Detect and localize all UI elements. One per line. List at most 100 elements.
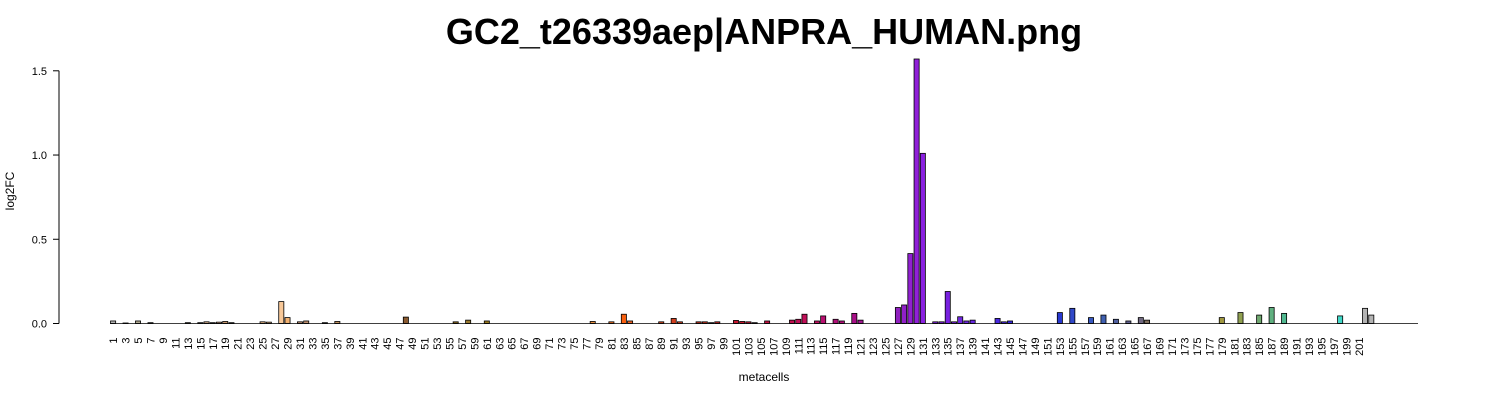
x-tick-label: 51: [420, 338, 432, 350]
bar-155: [1069, 307, 1076, 324]
x-tick-label: 75: [569, 338, 581, 350]
x-tick-label: 47: [395, 338, 407, 350]
y-tick-label: 1.0: [32, 150, 47, 162]
x-tick-label: 141: [980, 338, 992, 356]
x-tick-label: 111: [793, 338, 805, 355]
x-tick-label: 157: [1080, 338, 1092, 356]
y-tick-label: 0.5: [32, 234, 47, 246]
x-tick-label: 67: [519, 338, 531, 350]
x-tick-label: 175: [1192, 338, 1204, 356]
x-tick-label: 11: [170, 338, 182, 349]
bar-129: [907, 253, 914, 324]
bar-101: [733, 320, 739, 324]
bar-137: [957, 316, 964, 324]
x-tick-label: 61: [482, 338, 494, 350]
bars: [110, 58, 1418, 324]
x-tick-label: 151: [1042, 338, 1054, 356]
bar-189: [1281, 312, 1288, 324]
x-tick-label: 37: [332, 338, 344, 350]
x-axis-label: metacells: [739, 370, 790, 384]
x-tick-label: 101: [731, 338, 743, 356]
x-tick-label: 131: [918, 338, 930, 356]
x-tick-label: 191: [1292, 338, 1304, 356]
x-tick-label: 127: [893, 338, 905, 356]
x-tick-label: 169: [1155, 338, 1167, 356]
x-tick-label: 25: [258, 338, 270, 350]
bar-153: [1056, 312, 1063, 324]
x-tick-label: 3: [121, 338, 133, 344]
x-tick-label: 121: [856, 338, 868, 356]
bar-160: [1100, 314, 1107, 324]
y-axis-label: log2FC: [3, 171, 17, 210]
x-tick-label: 177: [1204, 338, 1216, 356]
x-tick-label: 167: [1142, 338, 1154, 356]
x-tick-label: 129: [905, 338, 917, 356]
x-tick-label: 49: [407, 338, 419, 350]
x-tick-label: 133: [930, 338, 942, 356]
chart-title: GC2_t26339aep|ANPRA_HUMAN.png: [446, 11, 1082, 53]
bar-127: [894, 307, 901, 324]
x-tick-label: 145: [1005, 338, 1017, 356]
x-tick-label: 113: [806, 338, 818, 356]
x-tick-label: 197: [1329, 338, 1341, 356]
x-tick-label: 53: [432, 338, 444, 350]
x-tick-label: 147: [1017, 338, 1029, 356]
x-tick-label: 99: [719, 338, 731, 350]
x-tick-label: 185: [1254, 338, 1266, 356]
x-tick-label: 97: [706, 338, 718, 350]
x-tick-label: 109: [781, 338, 793, 356]
x-tick-label: 171: [1167, 338, 1179, 356]
bar-198: [1337, 315, 1344, 324]
bar-179: [1218, 317, 1225, 324]
bar-185: [1256, 314, 1263, 324]
x-tick-label: 15: [195, 338, 207, 350]
x-tick-label: 135: [943, 338, 955, 356]
x-tick-label: 163: [1117, 338, 1129, 356]
x-tick-label: 35: [320, 338, 332, 350]
x-tick-label: 187: [1267, 338, 1279, 356]
x-tick-label: 201: [1354, 338, 1366, 356]
x-tick-label: 161: [1105, 338, 1117, 356]
x-tick-label: 19: [220, 338, 232, 350]
x-tick-label: 43: [370, 338, 382, 350]
bar-111: [795, 318, 802, 324]
x-tick-label: 77: [581, 338, 593, 350]
bar-48: [402, 316, 409, 324]
x-tick-label: 31: [295, 338, 307, 350]
x-tick-label: 81: [606, 338, 618, 350]
bar-162: [1112, 318, 1119, 324]
bar-143: [994, 318, 1001, 324]
bar-110: [789, 319, 795, 324]
x-tick-label: 23: [245, 338, 257, 350]
x-tick-label: 27: [270, 338, 282, 350]
x-tick-label: 173: [1179, 338, 1191, 356]
x-tick-label: 159: [1092, 338, 1104, 356]
bar-83: [620, 313, 627, 324]
bar-28: [278, 301, 285, 324]
bar-158: [1088, 317, 1094, 324]
x-tick-label: 181: [1229, 338, 1241, 356]
x-tick-label: 137: [955, 338, 967, 356]
x-tick-label: 57: [457, 338, 469, 350]
x-tick-label: 183: [1242, 338, 1254, 356]
bar-58: [465, 319, 472, 324]
x-tick-label: 107: [768, 338, 780, 356]
x-tick-label: 21: [233, 338, 245, 350]
x-tick-label: 153: [1055, 338, 1067, 356]
x-tick-label: 33: [307, 338, 319, 350]
x-tick-label: 143: [993, 338, 1005, 356]
y-tick-label: 1.5: [32, 66, 47, 78]
x-tick-label: 71: [544, 338, 556, 350]
bar-91: [670, 318, 677, 324]
x-tick-label: 119: [843, 338, 855, 356]
x-tick-label: 125: [880, 338, 892, 356]
x-tick-label: 85: [631, 338, 643, 350]
x-tick-label: 13: [183, 338, 195, 350]
x-tick-label: 17: [208, 338, 220, 350]
x-tick-label: 149: [1030, 338, 1042, 356]
x-tick-label: 69: [532, 338, 544, 350]
x-tick-label: 9: [158, 338, 170, 344]
x-tick-label: 189: [1279, 338, 1291, 356]
